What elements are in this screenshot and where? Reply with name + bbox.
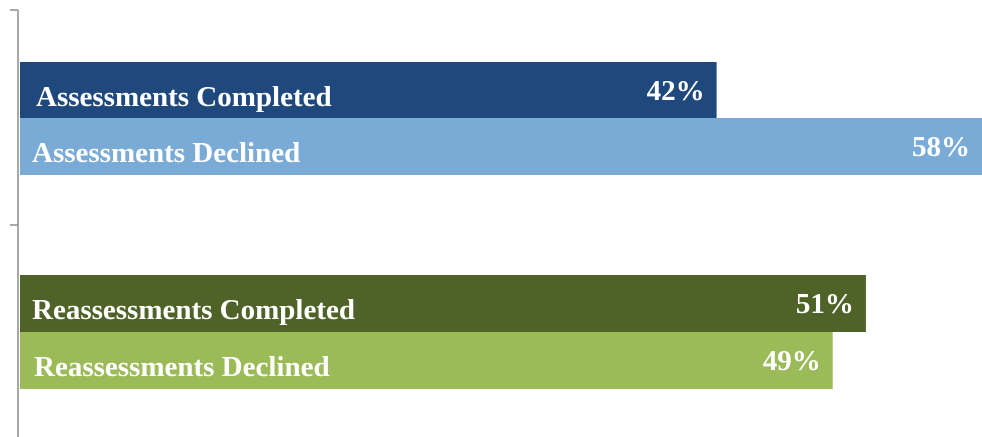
category-label: Reassessments Declined	[34, 351, 330, 383]
bar	[20, 332, 833, 389]
category-label: Assessments Completed	[36, 81, 332, 113]
bar	[20, 118, 982, 175]
value-label: 51%	[796, 288, 854, 320]
value-label: 58%	[912, 131, 970, 163]
value-label: 49%	[763, 345, 821, 377]
category-label: Assessments Declined	[32, 137, 300, 169]
bar	[20, 275, 866, 332]
value-label: 42%	[647, 75, 705, 107]
category-label: Reassessments Completed	[32, 294, 355, 326]
category-axis	[10, 9, 19, 437]
bar	[20, 62, 717, 119]
